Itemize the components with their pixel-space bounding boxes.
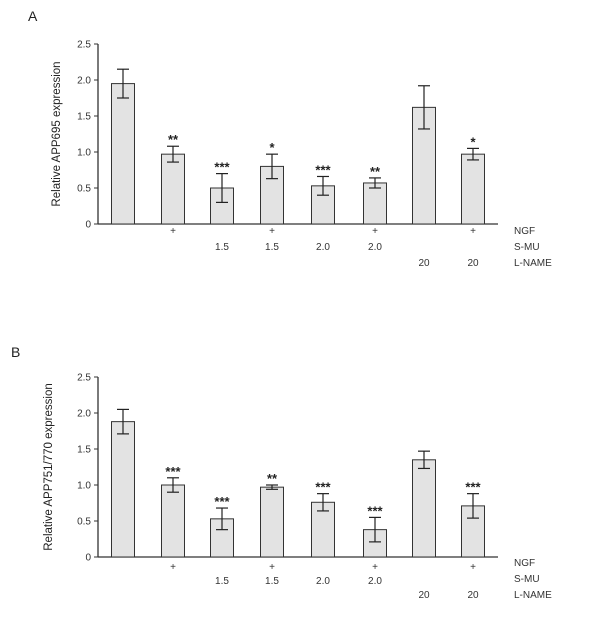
y-tick-label: 1.5: [77, 445, 91, 456]
y-tick-label: 1.0: [77, 148, 91, 159]
condition-value: 20: [418, 590, 430, 601]
condition-row-label: S-MU: [514, 242, 540, 253]
bar: [412, 459, 436, 558]
condition-value: 1.5: [265, 576, 279, 587]
condition-row-label: NGF: [514, 226, 535, 237]
condition-value: 20: [467, 258, 479, 269]
condition-value: 2.0: [316, 242, 330, 253]
panel-label: A: [28, 8, 38, 24]
condition-row-label: L-NAME: [514, 590, 552, 601]
panel-label: B: [11, 344, 20, 360]
significance-marker: *: [470, 134, 476, 149]
bar: [461, 153, 485, 225]
condition-value: +: [372, 226, 378, 237]
condition-value: 2.0: [316, 576, 330, 587]
condition-value: 1.5: [215, 242, 229, 253]
panel-b-chart: B Relative APP751/770 expression 0 0.5 1.0 1.…: [11, 344, 552, 601]
significance-marker: **: [267, 471, 278, 486]
bar: [111, 83, 135, 225]
condition-value: 2.0: [368, 576, 382, 587]
y-axis-label: Relative APP695 expression: [51, 61, 63, 206]
condition-value: +: [170, 562, 176, 573]
bar: [260, 486, 284, 558]
condition-row-label: S-MU: [514, 574, 540, 585]
bar: [111, 421, 135, 558]
y-axis-label: Relative APP751/770 expression: [43, 383, 55, 551]
bar: [161, 153, 185, 225]
condition-value: +: [470, 226, 476, 237]
condition-value: 20: [467, 590, 479, 601]
significance-marker: ***: [214, 494, 230, 509]
significance-marker: ***: [367, 503, 383, 518]
condition-value: +: [269, 226, 275, 237]
bar: [363, 182, 387, 225]
y-tick-label: 2.5: [77, 373, 91, 384]
y-tick-label: 0.5: [77, 517, 91, 528]
condition-value: +: [372, 562, 378, 573]
significance-marker: ***: [315, 162, 331, 177]
y-tick-label: 1.0: [77, 481, 91, 492]
condition-value: 20: [418, 258, 430, 269]
significance-marker: ***: [315, 480, 331, 495]
condition-row-label: L-NAME: [514, 258, 552, 269]
y-tick-label: 0.5: [77, 184, 91, 195]
y-tick-label: 0: [85, 220, 91, 231]
significance-marker: ***: [465, 480, 481, 495]
condition-row-label: NGF: [514, 558, 535, 569]
significance-marker: ***: [214, 160, 230, 175]
condition-value: +: [470, 562, 476, 573]
y-tick-label: 1.5: [77, 112, 91, 123]
panel-a-chart: A Relative APP695 expression 0 0.5 1.0 1.5 2.0…: [28, 8, 552, 269]
significance-marker: **: [370, 164, 381, 179]
condition-value: 1.5: [265, 242, 279, 253]
significance-marker: *: [269, 140, 275, 155]
y-tick-label: 2.0: [77, 76, 91, 87]
significance-marker: **: [168, 132, 179, 147]
y-tick-label: 0: [85, 553, 91, 564]
condition-value: 1.5: [215, 576, 229, 587]
bar: [161, 484, 185, 558]
significance-marker: ***: [165, 464, 181, 479]
condition-value: +: [269, 562, 275, 573]
condition-value: 2.0: [368, 242, 382, 253]
y-tick-label: 2.5: [77, 40, 91, 51]
y-tick-label: 2.0: [77, 409, 91, 420]
condition-value: +: [170, 226, 176, 237]
